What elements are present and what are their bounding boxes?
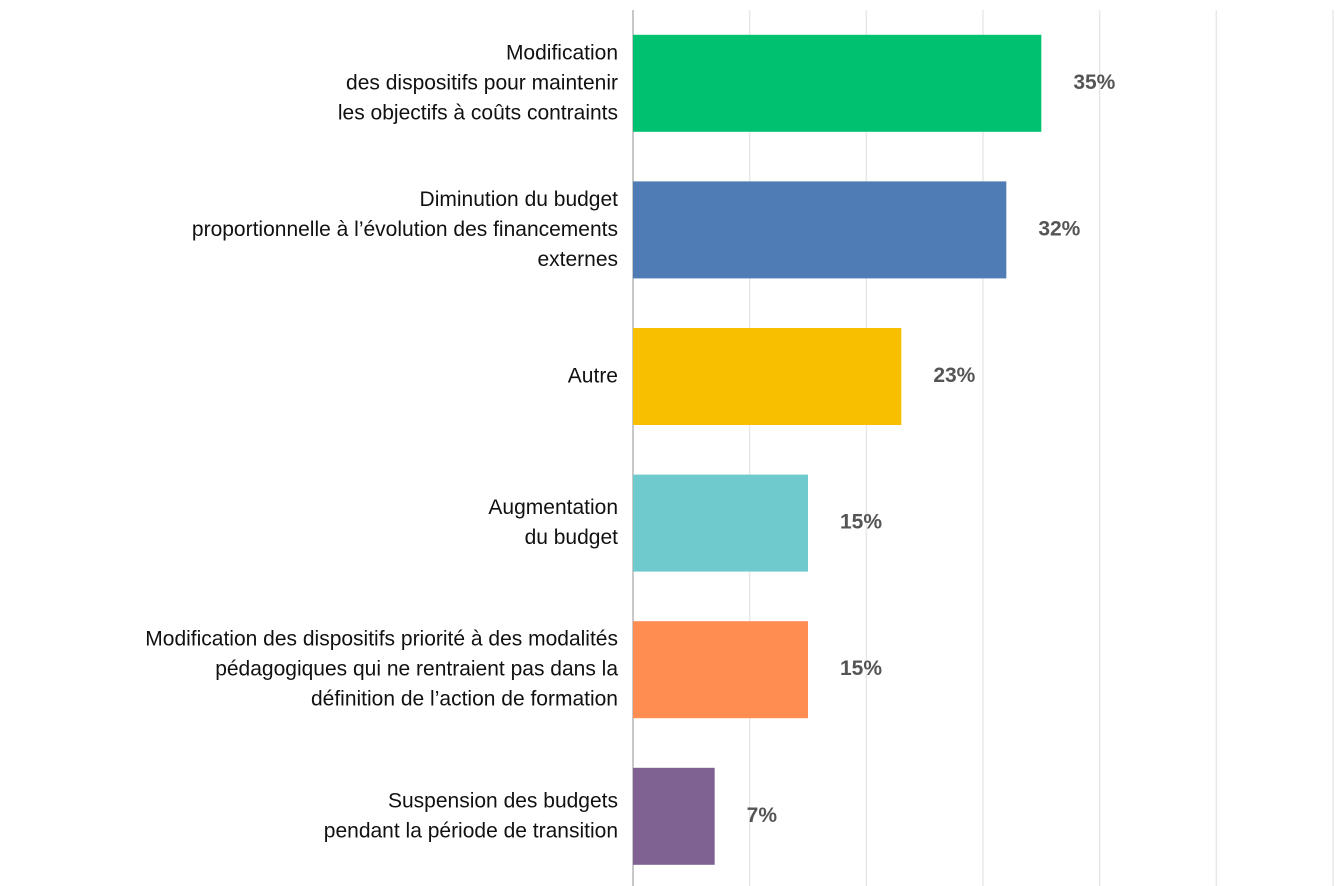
bar bbox=[633, 34, 1042, 132]
bar bbox=[633, 328, 902, 425]
category-label: Modification des dispositifs pour mainten… bbox=[338, 41, 618, 124]
value-label: 15% bbox=[840, 657, 882, 680]
bar bbox=[633, 767, 715, 865]
bar bbox=[633, 181, 1007, 279]
bar bbox=[633, 474, 808, 572]
category-label: Modification des dispositifs priorité à … bbox=[145, 627, 618, 710]
category-label: Autre bbox=[568, 364, 618, 387]
value-label: 23% bbox=[933, 364, 975, 387]
category-label: Suspension des budgets pendant la période… bbox=[324, 789, 618, 842]
value-label: 35% bbox=[1073, 71, 1115, 94]
category-label: Augmentation du budget bbox=[488, 496, 618, 549]
value-label: 15% bbox=[840, 511, 882, 534]
value-label: 7% bbox=[747, 804, 778, 827]
bar bbox=[633, 621, 808, 719]
value-label: 32% bbox=[1038, 217, 1080, 240]
category-label: Diminution du budget proportionnelle à l’… bbox=[192, 187, 618, 270]
